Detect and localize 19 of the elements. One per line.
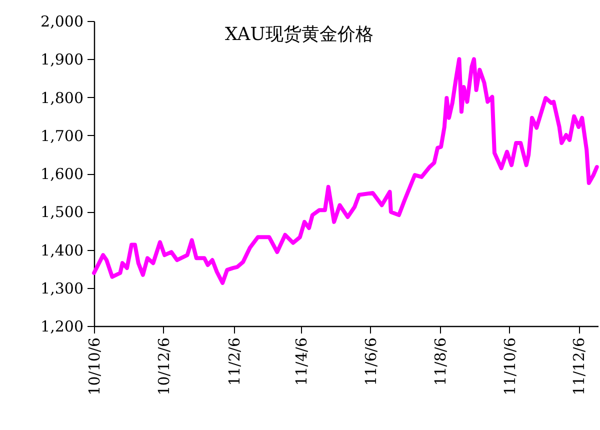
x-tick-label: 10/12/6 bbox=[154, 338, 173, 396]
y-tick-label: 1,700 bbox=[40, 126, 84, 145]
y-tick-label: 1,400 bbox=[40, 241, 84, 260]
x-tick-label: 10/10/6 bbox=[86, 338, 104, 396]
y-tick-label: 1,300 bbox=[40, 279, 84, 298]
x-tick-label: 11/2/6 bbox=[225, 338, 244, 386]
y-tick-label: 1,500 bbox=[40, 203, 84, 222]
y-tick-label: 2,000 bbox=[40, 12, 84, 30]
x-tick-label: 11/12/6 bbox=[570, 338, 588, 396]
y-tick-label: 1,200 bbox=[40, 318, 84, 336]
x-tick-label: 11/6/6 bbox=[362, 338, 380, 386]
y-tick-label: 1,800 bbox=[40, 88, 84, 107]
line-series bbox=[92, 57, 599, 285]
x-tick-label: 11/4/6 bbox=[292, 338, 311, 386]
chart-title: XAU现货黄金价格 bbox=[225, 24, 374, 45]
y-tick-label: 1,600 bbox=[40, 165, 84, 183]
x-tick-label: 11/8/6 bbox=[431, 338, 450, 386]
y-tick-label: 1,900 bbox=[40, 50, 84, 69]
x-tick-label: 11/10/6 bbox=[500, 338, 519, 396]
